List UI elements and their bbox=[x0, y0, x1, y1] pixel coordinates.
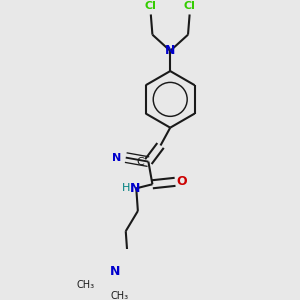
Text: CH₃: CH₃ bbox=[77, 280, 95, 290]
Text: N: N bbox=[112, 153, 121, 163]
Text: Cl: Cl bbox=[184, 2, 196, 11]
Text: N: N bbox=[130, 182, 140, 195]
Text: Cl: Cl bbox=[145, 2, 157, 11]
Text: H: H bbox=[122, 183, 131, 193]
Text: N: N bbox=[165, 44, 175, 57]
Text: N: N bbox=[110, 265, 120, 278]
Text: CH₃: CH₃ bbox=[110, 291, 128, 300]
Text: O: O bbox=[176, 175, 187, 188]
Text: C: C bbox=[136, 157, 144, 166]
